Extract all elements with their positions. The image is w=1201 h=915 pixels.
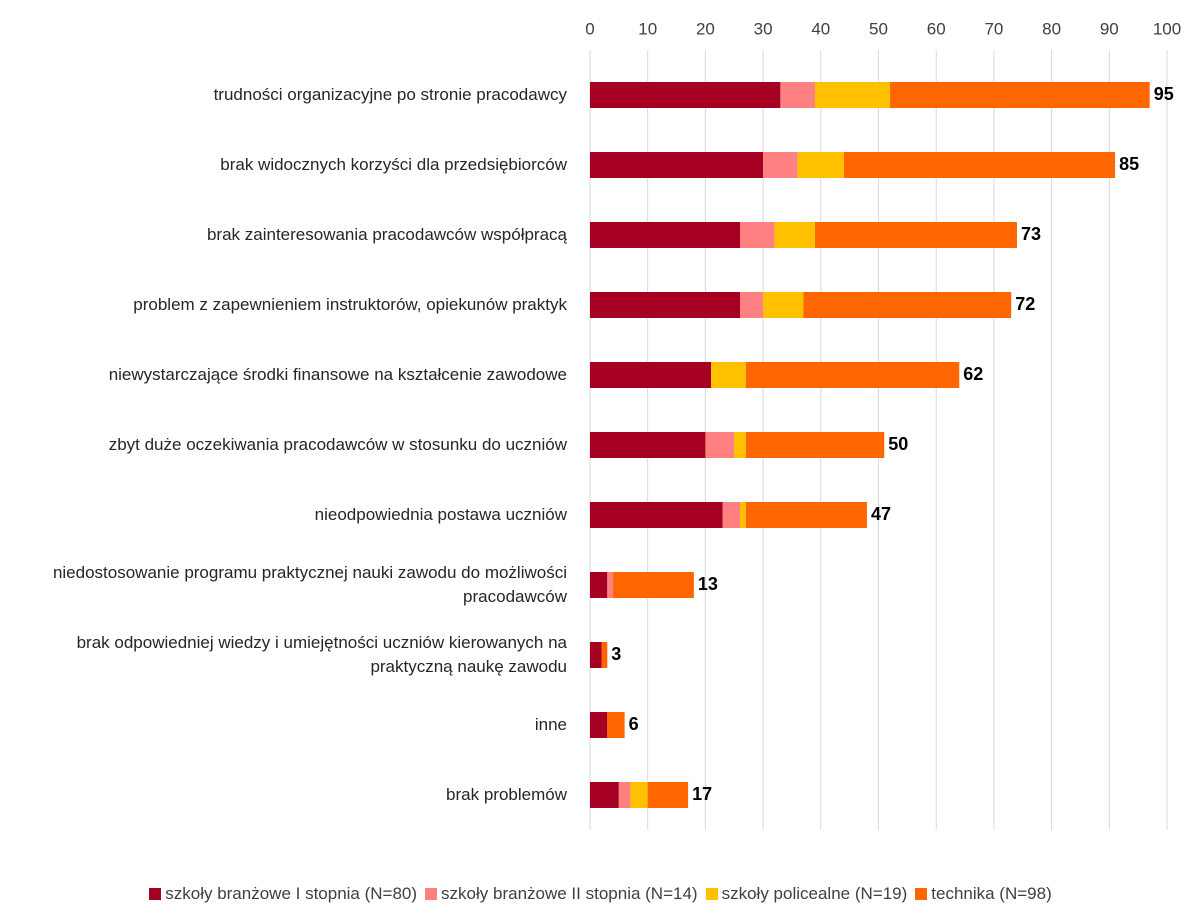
bar-segment <box>590 642 602 668</box>
total-label: 73 <box>1021 224 1041 244</box>
total-label: 85 <box>1119 154 1139 174</box>
bar-segment <box>815 82 891 108</box>
total-label: 50 <box>888 434 908 454</box>
bar-segment <box>590 292 741 318</box>
total-label: 13 <box>698 574 718 594</box>
bar-segment <box>740 292 764 318</box>
legend-swatch <box>149 888 162 900</box>
total-label: 47 <box>871 504 891 524</box>
bar-segment <box>590 782 619 808</box>
bar-segment <box>590 152 764 178</box>
x-tick-label: 10 <box>638 19 657 38</box>
x-tick-label: 100 <box>1153 19 1181 38</box>
bar-segment <box>590 362 712 388</box>
bar-segment <box>705 432 735 458</box>
bar-segment <box>745 362 960 388</box>
bar-segment <box>590 502 723 528</box>
bar-segment <box>590 82 781 108</box>
bar-segment <box>774 222 816 248</box>
legend-swatch <box>425 888 438 900</box>
bar-segment <box>590 432 706 458</box>
category-label: inne <box>534 715 567 734</box>
x-tick-label: 70 <box>984 19 1003 38</box>
bar-segment <box>763 292 804 318</box>
legend-item: szkoły branżowe I stopnia (N=80) <box>149 884 417 904</box>
x-tick-label: 0 <box>585 19 594 38</box>
bar-segment <box>590 222 741 248</box>
bar-segment <box>745 432 885 458</box>
category-label: brak widocznych korzyści dla przedsiębio… <box>220 155 567 174</box>
x-tick-label: 40 <box>811 19 830 38</box>
bar-segment <box>711 362 746 388</box>
bar-segment <box>745 502 867 528</box>
x-tick-label: 50 <box>869 19 888 38</box>
bar-segment <box>647 782 689 808</box>
bar-segment <box>843 152 1116 178</box>
legend-label: technika (N=98) <box>931 884 1052 903</box>
total-label: 95 <box>1154 84 1174 104</box>
legend-item: szkoły branżowe II stopnia (N=14) <box>425 884 698 904</box>
x-tick-label: 30 <box>754 19 773 38</box>
total-label: 3 <box>611 644 621 664</box>
legend-label: szkoły branżowe II stopnia (N=14) <box>441 884 698 903</box>
bar-segment <box>740 222 775 248</box>
bar-segment <box>590 572 608 598</box>
bar-segment <box>601 642 608 668</box>
bar-segment <box>618 782 631 808</box>
legend-label: szkoły policealne (N=19) <box>721 884 908 903</box>
bar-segment <box>780 82 816 108</box>
bar-segment <box>797 152 844 178</box>
bar-segment <box>763 152 798 178</box>
category-label: niedostosowanie programu praktycznej nau… <box>52 563 567 606</box>
category-label: trudności organizacyjne po stronie praco… <box>213 85 567 104</box>
bar-segment <box>590 712 608 738</box>
total-label: 72 <box>1015 294 1035 314</box>
bar-segment <box>740 502 746 528</box>
category-label: nieodpowiednia postawa uczniów <box>314 505 567 524</box>
legend-swatch <box>915 888 928 900</box>
category-label: brak zainteresowania pracodawców współpr… <box>206 225 567 244</box>
total-label: 62 <box>963 364 983 384</box>
bar-segment <box>613 572 694 598</box>
bar-segment <box>734 432 746 458</box>
bar-segment <box>607 572 614 598</box>
x-tick-label: 60 <box>927 19 946 38</box>
x-tick-label: 80 <box>1042 19 1061 38</box>
bar-segment <box>607 712 625 738</box>
category-label: brak odpowiedniej wiedzy i umiejętności … <box>76 633 567 676</box>
legend-item: technika (N=98) <box>915 884 1052 904</box>
bar-segment <box>803 292 1012 318</box>
x-tick-label: 20 <box>696 19 715 38</box>
legend-label: szkoły branżowe I stopnia (N=80) <box>165 884 418 903</box>
legend-item: szkoły policealne (N=19) <box>705 884 908 904</box>
legend: szkoły branżowe I stopnia (N=80) szkoły b… <box>0 884 1201 904</box>
legend-swatch <box>705 888 718 900</box>
bar-segment <box>890 82 1150 108</box>
total-label: 17 <box>692 784 712 804</box>
category-label: niewystarczające środki finansowe na ksz… <box>108 365 567 384</box>
category-label: brak problemów <box>446 785 567 804</box>
x-tick-label: 90 <box>1100 19 1119 38</box>
category-label: zbyt duże oczekiwania pracodawców w stos… <box>108 435 567 454</box>
total-label: 6 <box>629 714 639 734</box>
category-label: problem z zapewnieniem instruktorów, opi… <box>133 295 567 314</box>
bar-segment <box>722 502 741 528</box>
bar-segment <box>815 222 1017 248</box>
bar-segment <box>630 782 648 808</box>
